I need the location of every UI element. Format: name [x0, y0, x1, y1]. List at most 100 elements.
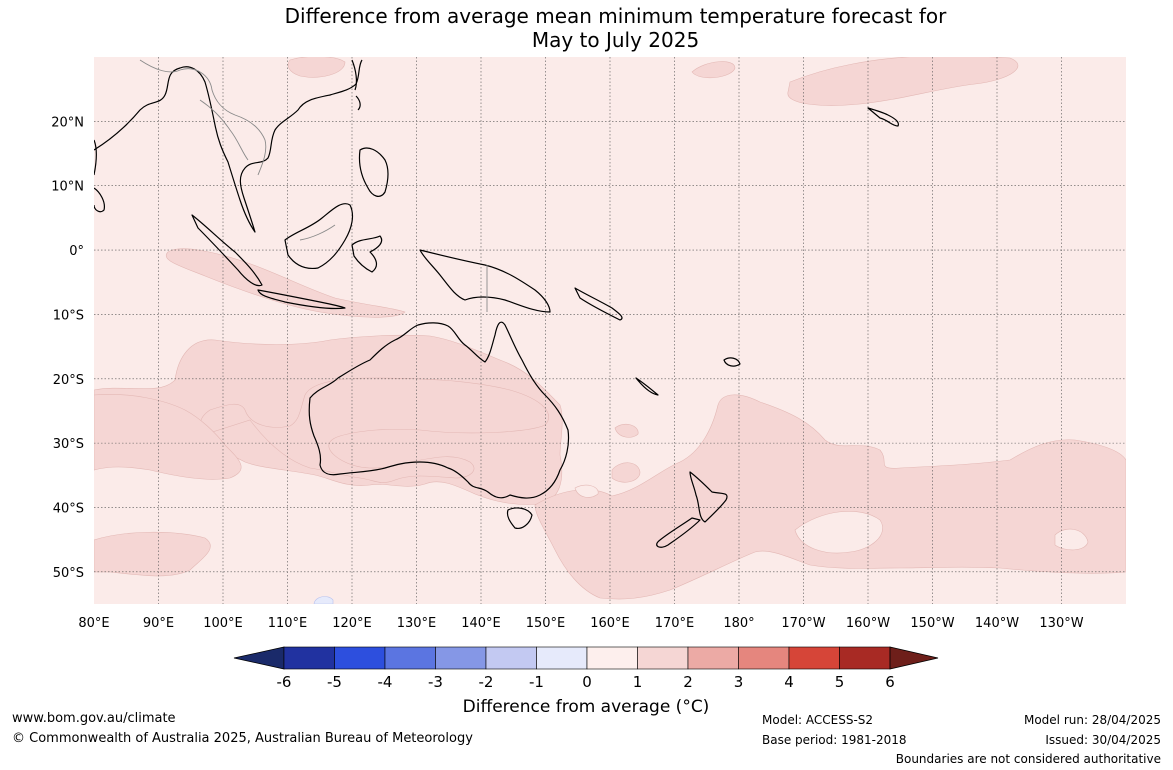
colorbar [233, 646, 939, 670]
x-tick-label: 180° [723, 616, 754, 631]
anomaly-cool-region [313, 596, 334, 604]
coast-philippines [358, 147, 389, 197]
colorbar-tick-label: 2 [683, 673, 693, 691]
colorbar-title: Difference from average (°C) [350, 697, 822, 717]
country-borders [139, 59, 488, 312]
colorbar-swatch [283, 646, 335, 670]
colorbar-tick-label: -5 [327, 673, 342, 691]
colorbar-title-text: Difference from average ( [462, 697, 683, 717]
coast-australia [308, 321, 570, 499]
coast-india [94, 139, 97, 176]
colorbar-swatch [788, 646, 840, 670]
y-axis-ticks: 20°N 10°N 0° 10°S 20°S 30°S 40°S 50°S [51, 115, 84, 580]
colorbar-tick-label: -2 [479, 673, 494, 691]
coast-new-guinea [419, 249, 551, 313]
colorbar-tick-label: -3 [428, 673, 443, 691]
y-tick-label: 10°N [51, 180, 84, 195]
anomaly-region-west-indian-ocean [94, 394, 242, 480]
border-mainland-se-asia [139, 59, 267, 176]
colorbar-tick-label: 0 [582, 673, 592, 691]
anomaly-shading [94, 57, 1126, 604]
coast-japan-taiwan [351, 59, 361, 111]
footer-model: Model: ACCESS-S2 [762, 713, 874, 727]
x-tick-label: 150°W [910, 616, 954, 631]
y-tick-label: 50°S [53, 566, 84, 581]
y-tick-label: 20°S [53, 373, 84, 388]
x-tick-label: 130°W [1039, 616, 1083, 631]
border-borneo [299, 224, 336, 241]
coast-sulawesi [351, 235, 383, 273]
colorbar-swatch [485, 646, 537, 670]
coast-sri-lanka [94, 187, 105, 213]
colorbar-tick-label: -1 [529, 673, 544, 691]
x-tick-label: 80°E [78, 616, 109, 631]
title-line-2: May to July 2025 [531, 28, 700, 52]
colorbar-tick-label: 4 [784, 673, 794, 691]
colorbar-tick-label: -6 [277, 673, 292, 691]
colorbar-swatch [334, 646, 386, 670]
x-tick-label: 150°E [526, 616, 566, 631]
anomaly-region-southern-ocean-west [94, 531, 211, 577]
coast-new-caledonia [635, 377, 659, 396]
anomaly-region-australia-indian-ocean [94, 334, 563, 505]
colorbar-extend-low [233, 646, 285, 670]
map-title: Difference from average mean minimum tem… [0, 4, 1173, 52]
colorbar-tick-label: 5 [835, 673, 845, 691]
colorbar-swatch [738, 646, 790, 670]
x-tick-label: 140°W [975, 616, 1019, 631]
coast-tasmania [506, 507, 533, 529]
y-tick-label: 30°S [53, 437, 84, 452]
colorbar-swatch [586, 646, 638, 670]
y-tick-label: 0° [69, 244, 84, 259]
y-tick-label: 20°N [51, 115, 84, 130]
colorbar-swatch [687, 646, 739, 670]
colorbar-extend-high [889, 646, 939, 670]
anomaly-hole-australia-south [574, 484, 599, 498]
map-gridlines [94, 57, 1126, 604]
y-tick-label: 40°S [53, 501, 84, 516]
colorbar-tick-label: 3 [734, 673, 744, 691]
x-tick-label: 120°E [332, 616, 372, 631]
colorbar-labels: -6 -5 -4 -3 -2 -1 0 1 2 3 4 5 6 [277, 673, 895, 691]
coast-hawaii [867, 107, 899, 127]
title-line-1: Difference from average mean minimum tem… [284, 4, 947, 28]
colorbar-swatch [384, 646, 436, 670]
anomaly-hole-south-pacific [794, 510, 883, 554]
colorbar-swatch [435, 646, 487, 670]
footer-copyright: © Commonwealth of Australia 2025, Austra… [12, 731, 473, 746]
footer-base-period: Base period: 1981-2018 [762, 733, 907, 747]
x-tick-label: 170°E [655, 616, 695, 631]
anomaly-region-north-pacific [787, 57, 1019, 106]
colorbar-tick-label: -4 [378, 673, 393, 691]
x-axis-ticks: 80°E 90°E 100°E 110°E 120°E 130°E 140°E 150°E 16… [78, 616, 1083, 631]
coast-solomon-islands [574, 287, 623, 321]
coast-fiji [723, 357, 741, 367]
anomaly-region-tasman-small [611, 462, 641, 483]
anomaly-region-coral-sea-small [614, 423, 639, 438]
colorbar-swatch [839, 646, 891, 670]
anomaly-region-south-china-sea [287, 57, 346, 78]
x-tick-label: 130°E [397, 616, 437, 631]
x-tick-label: 160°W [846, 616, 890, 631]
colorbar-swatch [536, 646, 588, 670]
y-tick-label: 10°S [53, 308, 84, 323]
coast-asia-mainland [94, 59, 363, 233]
coastlines [94, 59, 899, 548]
x-tick-label: 140°E [461, 616, 501, 631]
x-tick-label: 90°E [143, 616, 174, 631]
x-tick-label: 110°E [268, 616, 308, 631]
colorbar-swatch [637, 646, 689, 670]
footer-website[interactable]: www.bom.gov.au/climate [12, 711, 176, 726]
coast-borneo [284, 203, 354, 270]
colorbar-tick-label: 1 [633, 673, 643, 691]
x-tick-label: 100°E [203, 616, 243, 631]
x-tick-label: 160°E [590, 616, 630, 631]
footer-disclaimer: Boundaries are not considered authoritat… [895, 752, 1161, 766]
colorbar-title-unit: °C) [682, 697, 710, 717]
coast-nz-north-island [689, 471, 728, 523]
anomaly-region-north-pacific-small [691, 61, 736, 79]
coast-java [257, 289, 346, 310]
footer-issued: Issued: 30/04/2025 [1045, 733, 1161, 747]
coast-sumatra [191, 214, 263, 287]
footer-model-run: Model run: 28/04/2025 [1023, 713, 1161, 727]
